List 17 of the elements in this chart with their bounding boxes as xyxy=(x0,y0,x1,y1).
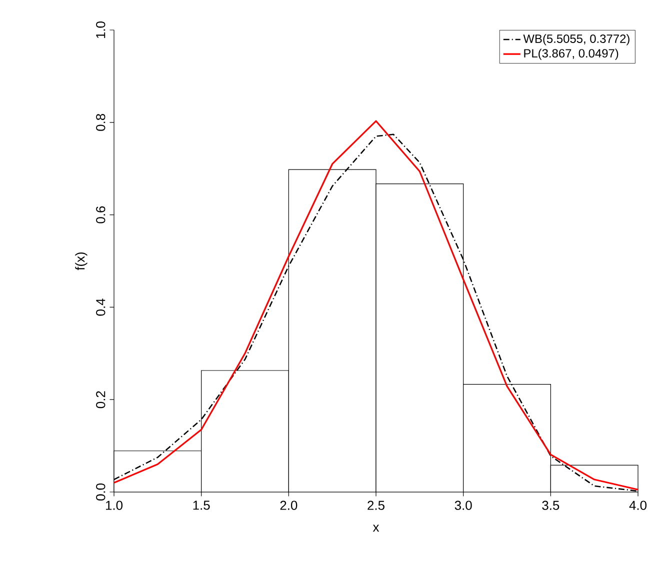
x-axis-title: x xyxy=(372,524,380,532)
y-tick-label: 0.2 xyxy=(96,391,106,408)
y-tick-label: 0.8 xyxy=(96,114,106,131)
x-tick-label: 3.5 xyxy=(542,500,560,510)
x-tick-label: 3.0 xyxy=(454,500,472,510)
y-tick-label: 0.4 xyxy=(96,298,106,316)
legend-label: WB(5.5055, 0.3772) xyxy=(523,34,630,46)
y-axis-title: f(x) xyxy=(75,252,88,270)
x-tick-label: 1.0 xyxy=(106,500,123,510)
y-tick-label: 0.6 xyxy=(96,206,106,224)
y-tick-label: 0.0 xyxy=(96,483,106,500)
legend-label: PL(3.867, 0.0497) xyxy=(524,48,618,60)
x-tick-label: 2.0 xyxy=(280,500,298,510)
x-tick-label: 1.5 xyxy=(193,500,210,510)
y-tick-label: 1.0 xyxy=(96,21,106,38)
x-tick-label: 4.0 xyxy=(629,500,647,510)
x-tick-label: 2.5 xyxy=(368,500,384,510)
